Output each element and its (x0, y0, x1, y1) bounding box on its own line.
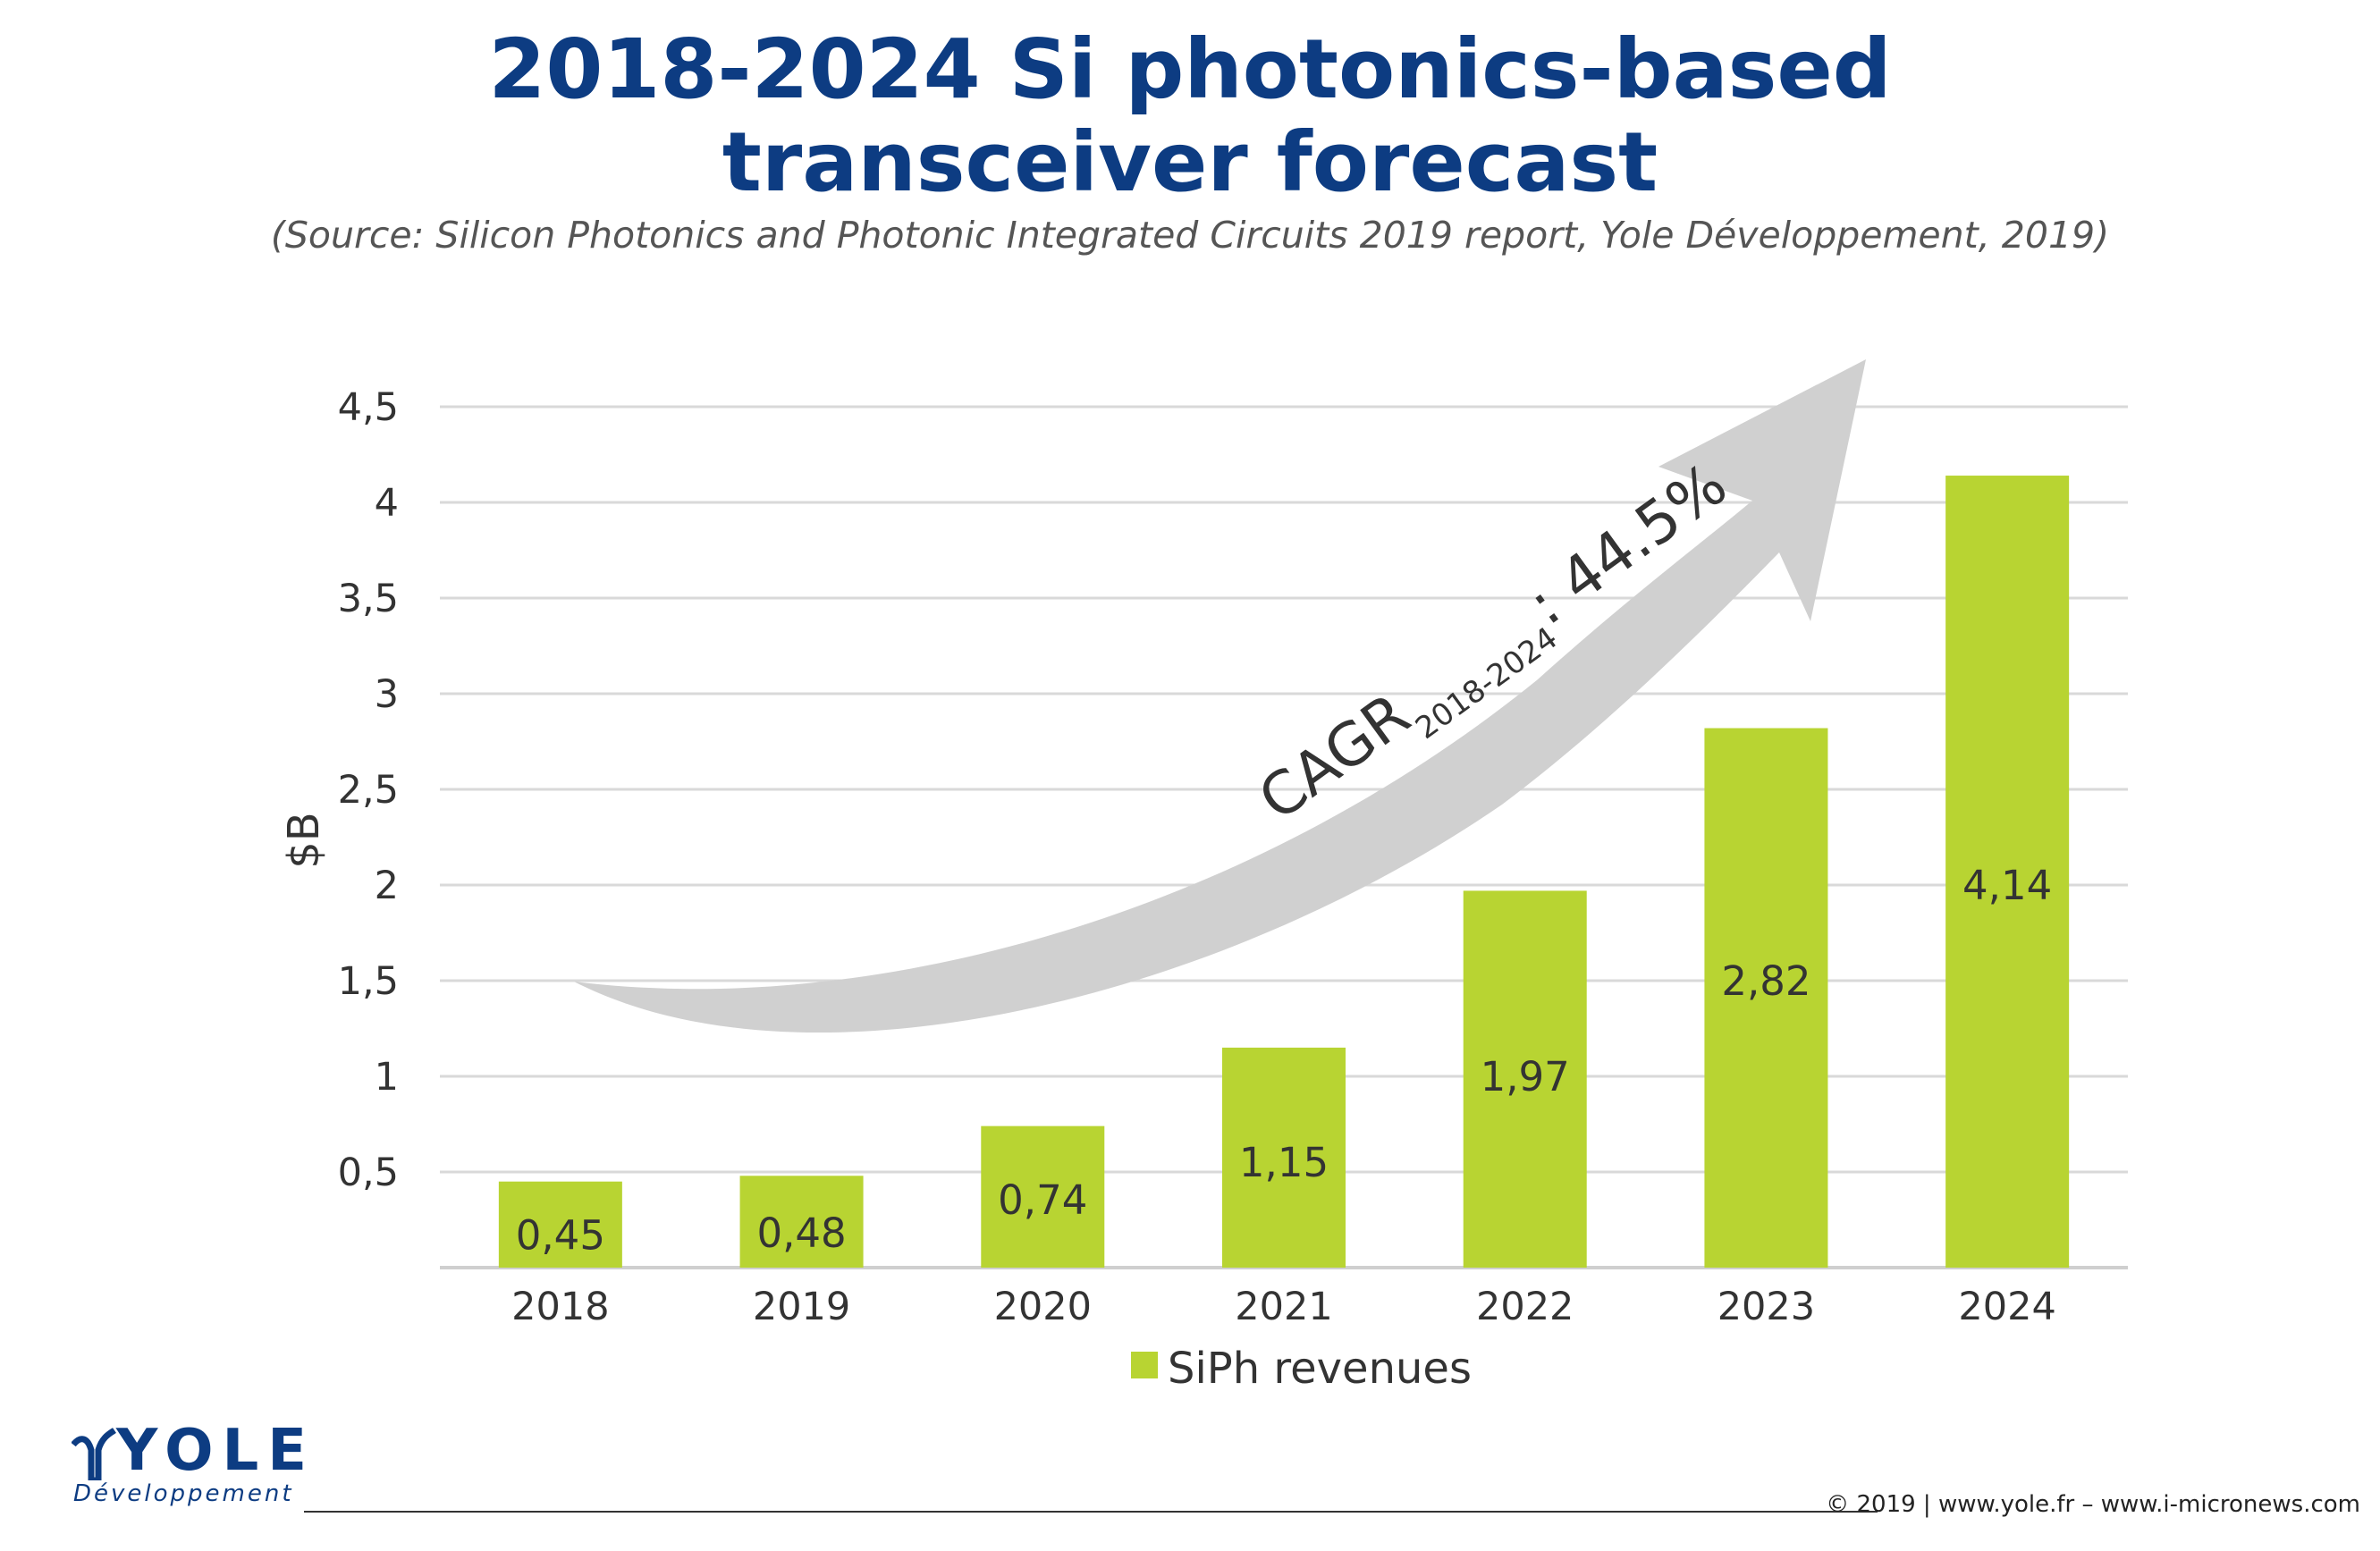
y-tick-label: 4 (375, 481, 399, 526)
bar-series: 0,45 0,48 0,74 1,15 1,97 2,82 4,14 (498, 476, 2070, 1268)
bar-value-label: 1,97 (1481, 1053, 1570, 1100)
y-tick-label: 3,5 (338, 577, 399, 621)
bar-value-label: 1,15 (1239, 1139, 1329, 1186)
bar-value-label: 0,48 (756, 1210, 846, 1257)
logo-mark-icon (72, 1428, 116, 1480)
growth-arrow (574, 359, 1866, 1033)
bar (1463, 890, 1587, 1268)
bar-value-label: 0,74 (998, 1176, 1087, 1224)
bar-value-label: 0,45 (516, 1211, 605, 1259)
y-tick-label: 1 (375, 1055, 399, 1100)
bar (1945, 476, 2070, 1268)
x-tick-label: 2019 (753, 1285, 850, 1329)
bar-value-label: 2,82 (1721, 957, 1810, 1005)
bar-value-label: 4,14 (1962, 862, 2052, 909)
bar (498, 1181, 622, 1268)
x-tick-label: 2020 (994, 1285, 1092, 1329)
y-axis-ticks: 0,5 1 1,5 2 2,5 3 3,5 4 4,5 (338, 385, 399, 1195)
title-line-2: transceiver forecast (722, 114, 1658, 210)
y-tick-label: 2 (375, 864, 399, 908)
legend-swatch (1131, 1352, 1158, 1378)
x-tick-label: 2023 (1717, 1285, 1815, 1329)
bar (981, 1125, 1105, 1268)
yole-logo: YOLE Développement (20, 1420, 307, 1518)
chart-title: 2018-2024 Si photonics-based transceiver… (0, 23, 2380, 209)
x-tick-label: 2021 (1235, 1285, 1332, 1329)
x-tick-label: 2018 (511, 1285, 609, 1329)
x-tick-label: 2024 (1958, 1285, 2055, 1329)
bar (739, 1176, 864, 1268)
footer-divider (304, 1511, 1878, 1513)
source-note: (Source: Silicon Photonics and Photonic … (270, 214, 2110, 257)
y-tick-label: 3 (375, 672, 399, 717)
legend: SiPh revenues (1131, 1344, 1472, 1394)
y-tick-label: 1,5 (338, 959, 399, 1004)
y-tick-label: 4,5 (338, 385, 399, 430)
x-axis-ticks: 2018 2019 2020 2021 2022 2023 2024 (511, 1285, 2056, 1329)
bar (1222, 1047, 1346, 1268)
y-tick-label: 2,5 (338, 768, 399, 813)
logo-name: YOLE (116, 1418, 316, 1484)
x-tick-label: 2022 (1476, 1285, 1574, 1329)
bar (1704, 728, 1828, 1268)
y-tick-label: 0,5 (338, 1151, 399, 1195)
footer-text: © 2019 | www.yole.fr – www.i-micronews.c… (1826, 1491, 2360, 1518)
title-line-1: 2018-2024 Si photonics-based (488, 21, 1892, 117)
y-axis-label: $B (279, 812, 329, 868)
legend-label: SiPh revenues (1168, 1344, 1472, 1394)
logo-subtitle: Développement (73, 1480, 294, 1507)
